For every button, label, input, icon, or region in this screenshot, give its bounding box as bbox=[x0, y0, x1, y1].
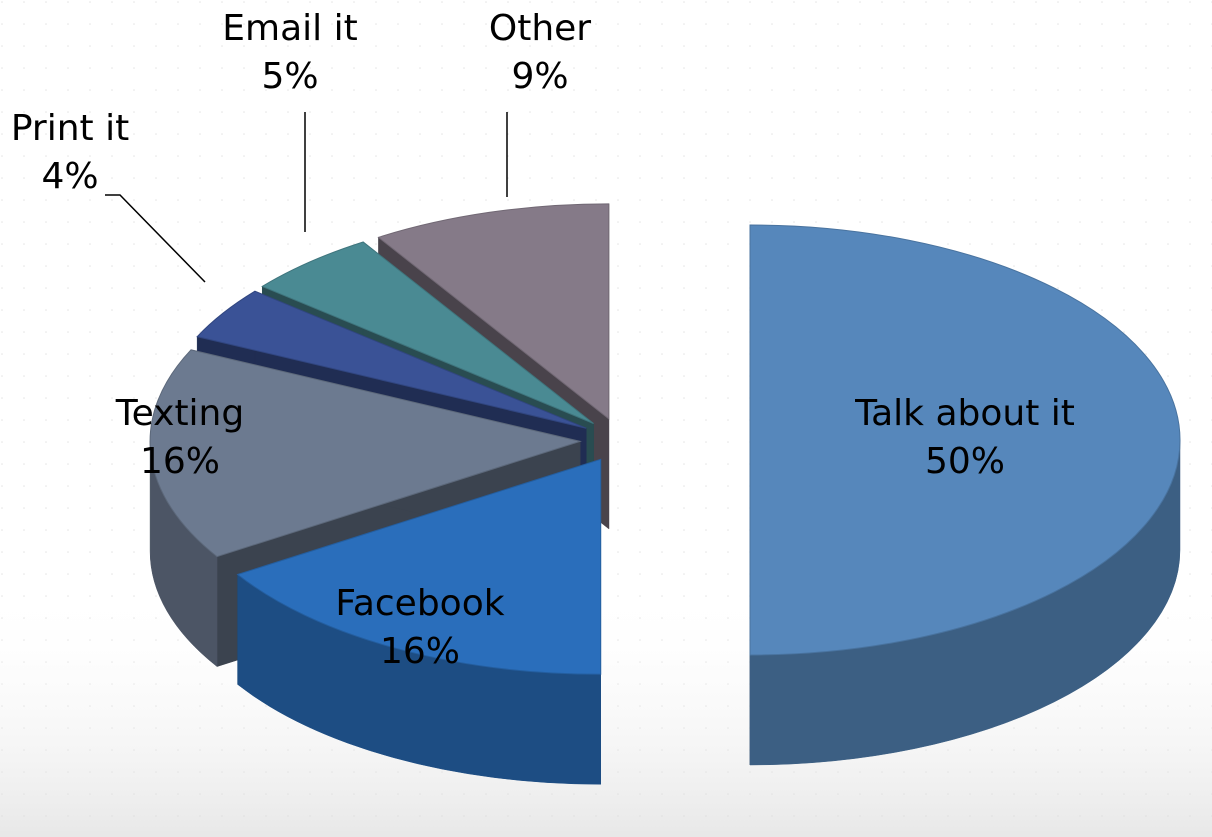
slices bbox=[149, 203, 1181, 785]
slice-label: Texting bbox=[115, 393, 244, 434]
slice-label: Email it bbox=[222, 8, 357, 49]
slice bbox=[149, 349, 582, 558]
slice-value-label: 16% bbox=[380, 631, 460, 672]
slice-label: Other bbox=[489, 8, 591, 49]
slice-value-label: 16% bbox=[140, 441, 220, 482]
slice-label: Talk about it bbox=[854, 393, 1075, 434]
slice bbox=[377, 203, 610, 420]
slice-value-label: 4% bbox=[41, 156, 98, 197]
slice bbox=[196, 290, 587, 429]
slice-value-label: 9% bbox=[511, 56, 568, 97]
slice-label: Print it bbox=[11, 108, 129, 149]
slice-value-label: 5% bbox=[261, 56, 318, 97]
slice bbox=[261, 241, 594, 424]
slice-value-label: 50% bbox=[925, 441, 1005, 482]
labels: Talk about it 50% Facebook 16% Texting 16% Pri… bbox=[11, 8, 1075, 672]
slice bbox=[749, 224, 1181, 656]
leader-line bbox=[105, 194, 206, 283]
slice-label: Facebook bbox=[335, 583, 504, 624]
slice bbox=[236, 458, 602, 675]
